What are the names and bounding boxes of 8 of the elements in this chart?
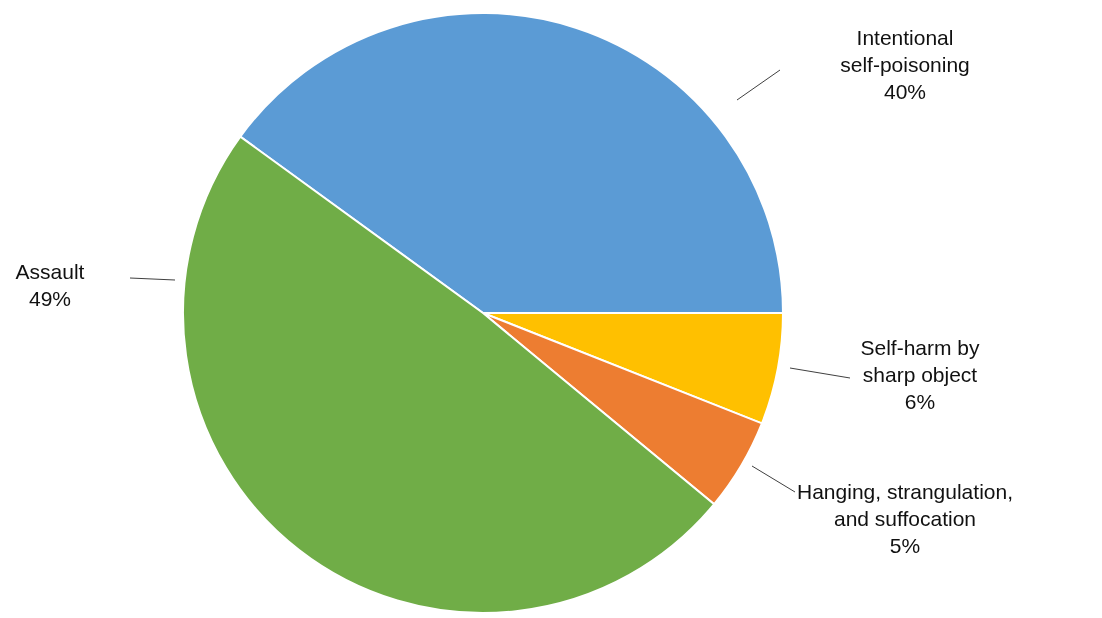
data-label: 40% [883, 80, 927, 103]
slice-label: Intentional self-poisoning [840, 26, 970, 76]
slice-label: Hanging, strangulation, and suffocation [797, 480, 1013, 530]
slice-label: Assault [15, 260, 85, 283]
slice-label: Self-harm by sharp object [860, 336, 981, 386]
data-label: 49% [28, 287, 72, 310]
data-label: 5% [889, 534, 921, 557]
data-label: 6% [904, 390, 936, 413]
